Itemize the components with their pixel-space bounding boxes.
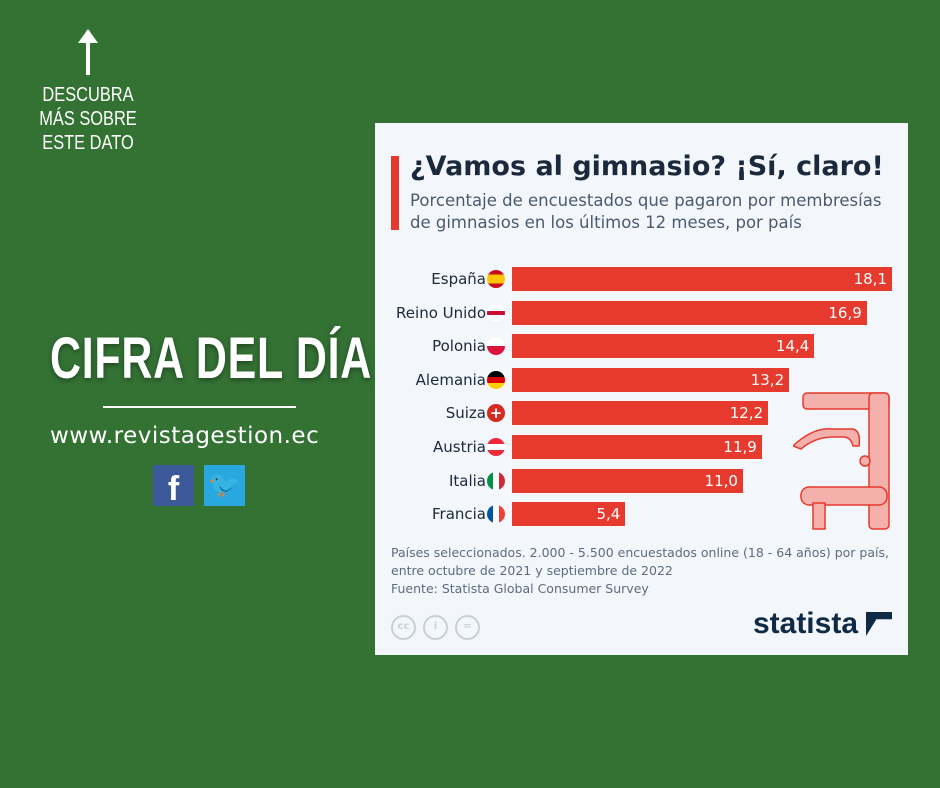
category-label: Polonia [432, 337, 486, 356]
cc-icon[interactable]: cc [391, 615, 416, 640]
bar: 5,4 [512, 502, 626, 527]
category-label: Francia [431, 505, 486, 524]
brand-name: statista [752, 607, 858, 640]
data-label: 16,9 [828, 303, 862, 322]
no-derivatives-icon[interactable]: = [455, 615, 480, 640]
data-label: 5,4 [596, 505, 621, 524]
bar: 11,0 [512, 468, 743, 493]
data-label: 13,2 [750, 370, 785, 389]
flag-icon [487, 505, 505, 524]
data-label: 18,1 [853, 270, 887, 288]
gym-equipment-illustration [793, 392, 890, 530]
category-label: España [431, 270, 486, 288]
twitter-icon[interactable]: 🐦 [204, 465, 245, 506]
bar: 16,9 [512, 300, 867, 325]
category-label: Alemania [415, 370, 486, 389]
accent-bar [391, 156, 399, 230]
data-label: 14,4 [775, 337, 810, 356]
data-label: 11,9 [723, 438, 757, 456]
discover-more-link[interactable]: DESCUBRA MÁS SOBRE ESTE DATO [39, 84, 137, 154]
flag-icon [487, 337, 505, 356]
chart-title: ¿Vamos al gimnasio? ¡Sí, claro! [410, 151, 884, 182]
bar: 18,1 [512, 267, 892, 291]
flag-icon [487, 471, 505, 490]
flag-icon: + [487, 404, 505, 423]
data-label: 11,0 [704, 471, 738, 490]
headline: CIFRA DEL DÍA [50, 326, 372, 391]
flag-icon [487, 370, 505, 389]
statista-mark-icon [866, 612, 892, 636]
chart-note: Países seleccionados. 2.000 - 5.500 encu… [391, 545, 889, 578]
attribution-icon[interactable]: i [423, 615, 448, 640]
data-label: 12,2 [729, 404, 764, 423]
chart-subtitle: Porcentaje de encuestados que pagaron po… [410, 191, 882, 232]
bar: 11,9 [512, 435, 762, 459]
facebook-icon[interactable]: f [153, 465, 194, 508]
arrow-up-icon [78, 29, 98, 75]
bar: 14,4 [512, 334, 815, 359]
divider [103, 406, 296, 408]
category-label: Austria [433, 438, 486, 456]
chart-card: ¿Vamos al gimnasio? ¡Sí, claro! Porcenta… [375, 123, 908, 655]
category-label: Italia [448, 471, 486, 490]
website-link[interactable]: www.revistagestion.ec [50, 423, 320, 449]
chart-source: Fuente: Statista Global Consumer Survey [391, 581, 649, 596]
flag-icon [487, 438, 505, 456]
bar: 12,2 [512, 401, 769, 426]
category-label: Reino Unido [396, 303, 486, 322]
category-label: Suiza [445, 404, 486, 423]
flag-icon [487, 270, 505, 288]
statista-logo[interactable]: statista [753, 607, 892, 641]
flag-icon [487, 303, 505, 322]
bar: 13,2 [512, 367, 790, 392]
